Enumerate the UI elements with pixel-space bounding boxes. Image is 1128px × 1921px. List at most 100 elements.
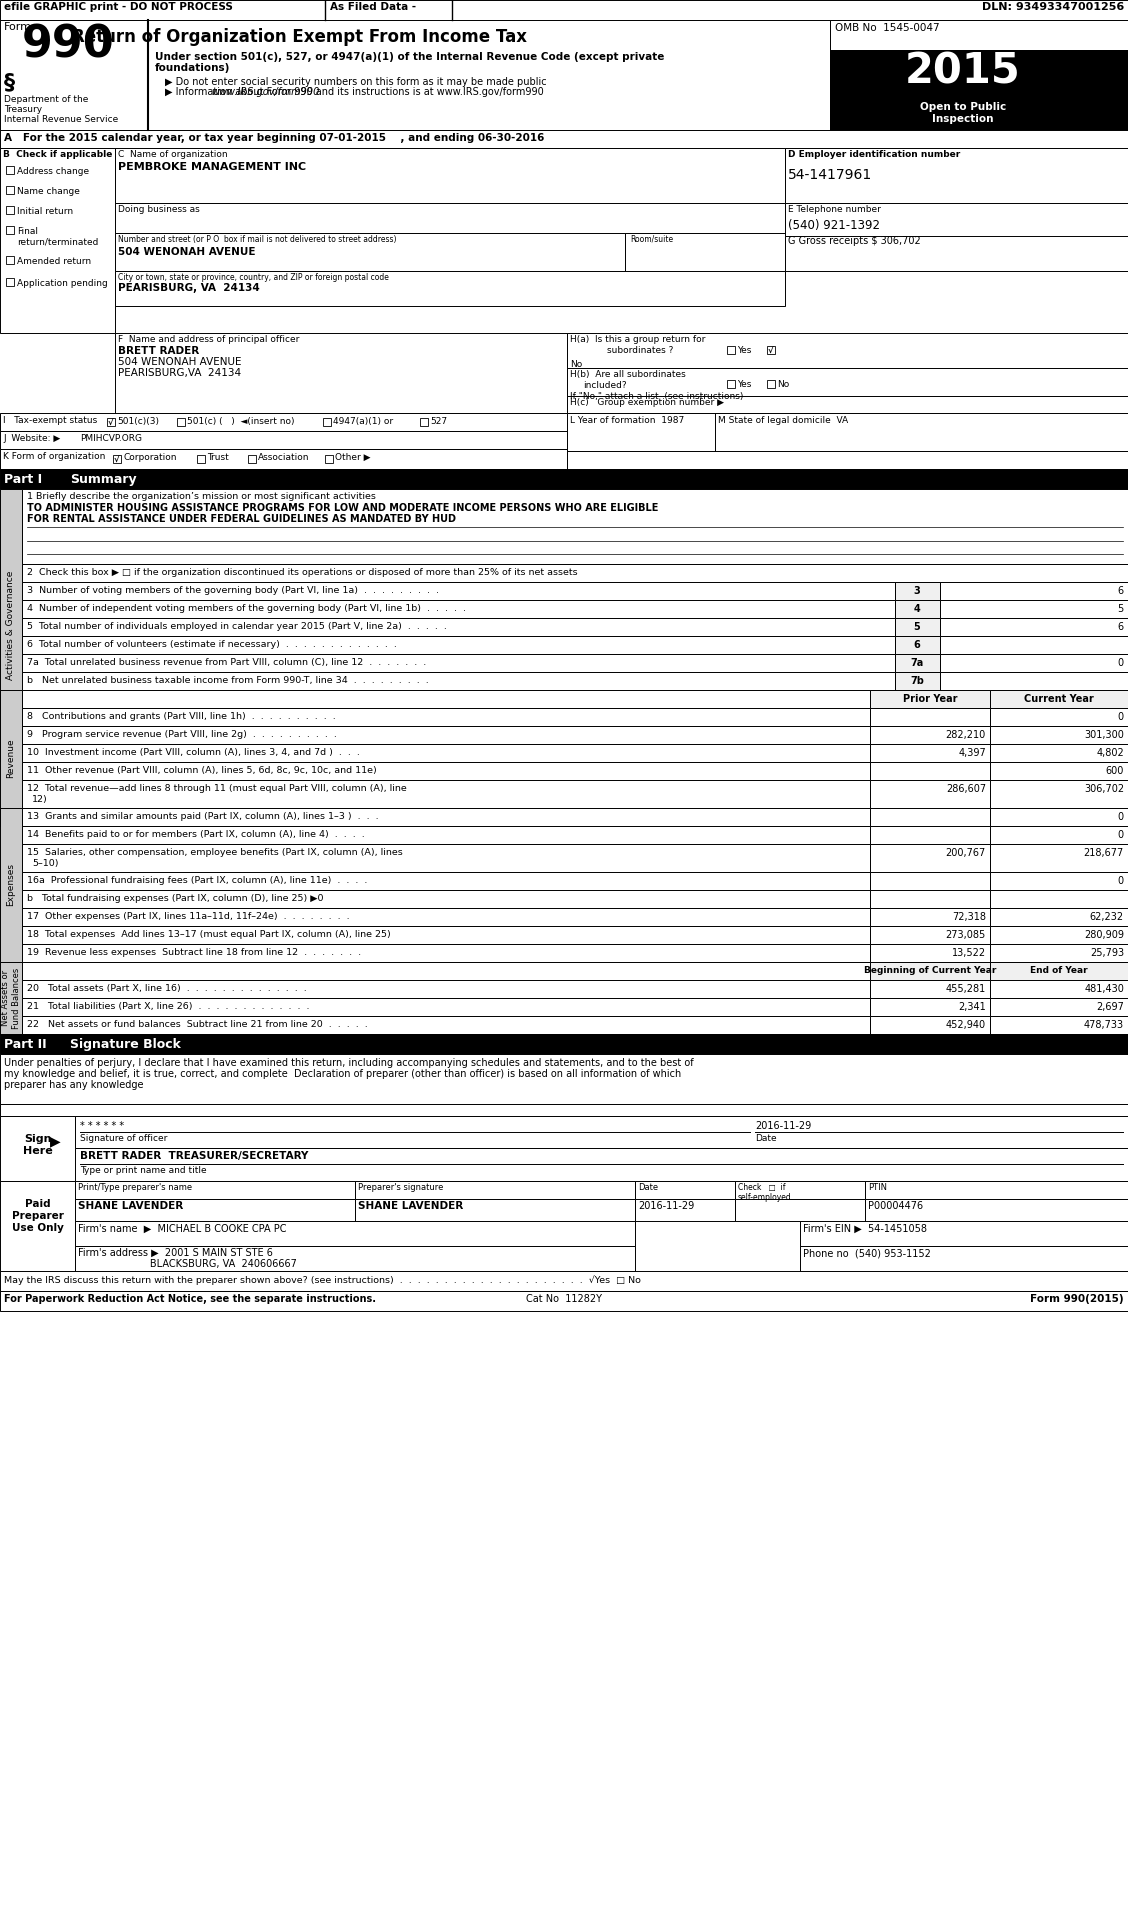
Text: 3  Number of voting members of the governing body (Part VI, line 1a)  .  .  .  .: 3 Number of voting members of the govern… xyxy=(27,586,439,596)
Text: 504 WENONAH AVENUE: 504 WENONAH AVENUE xyxy=(118,248,256,257)
Text: 5: 5 xyxy=(914,622,920,632)
Bar xyxy=(115,332,567,413)
Bar xyxy=(895,653,940,672)
Text: 2016-11-29: 2016-11-29 xyxy=(638,1201,694,1210)
Text: PEARISBURG, VA  24134: PEARISBURG, VA 24134 xyxy=(118,282,259,294)
Bar xyxy=(735,1199,865,1222)
Bar xyxy=(0,1291,1128,1310)
Text: 481,430: 481,430 xyxy=(1084,984,1123,993)
Bar xyxy=(635,1181,735,1199)
Bar xyxy=(6,227,14,234)
Bar xyxy=(0,19,148,131)
Text: Yes: Yes xyxy=(737,380,751,388)
Bar xyxy=(0,430,567,450)
Text: PEARISBURG,VA  24134: PEARISBURG,VA 24134 xyxy=(118,369,241,378)
Text: 25,793: 25,793 xyxy=(1090,947,1123,959)
Bar xyxy=(74,1181,355,1199)
Text: No: No xyxy=(777,380,790,388)
Text: my knowledge and belief, it is true, correct, and complete  Declaration of prepa: my knowledge and belief, it is true, cor… xyxy=(5,1068,681,1080)
Bar xyxy=(0,0,1128,19)
Text: K Form of organization: K Form of organization xyxy=(3,451,105,461)
Text: I   Tax-exempt status: I Tax-exempt status xyxy=(3,417,97,425)
Bar xyxy=(74,1149,1128,1181)
Bar xyxy=(990,980,1128,999)
Bar xyxy=(895,582,940,599)
Text: b   Total fundraising expenses (Part IX, column (D), line 25) ▶0: b Total fundraising expenses (Part IX, c… xyxy=(27,893,324,903)
Bar xyxy=(625,232,785,271)
Bar xyxy=(0,809,23,962)
Bar xyxy=(74,1116,1128,1149)
Bar xyxy=(785,236,1128,271)
Text: Paid
Preparer
Use Only: Paid Preparer Use Only xyxy=(12,1199,64,1233)
Bar xyxy=(940,672,1128,690)
Text: 8   Contributions and grants (Part VIII, line 1h)  .  .  .  .  .  .  .  .  .  .: 8 Contributions and grants (Part VIII, l… xyxy=(27,713,336,720)
Bar xyxy=(728,380,735,388)
Bar xyxy=(567,413,1128,451)
Text: J  Website: ▶: J Website: ▶ xyxy=(3,434,60,444)
Bar xyxy=(728,346,735,353)
Text: PEMBROKE MANAGEMENT INC: PEMBROKE MANAGEMENT INC xyxy=(118,161,306,173)
Bar xyxy=(23,962,870,980)
Text: Form 990(2015): Form 990(2015) xyxy=(1030,1295,1123,1304)
Text: L Year of formation  1987: L Year of formation 1987 xyxy=(570,417,685,425)
Bar xyxy=(197,455,205,463)
Bar xyxy=(895,636,940,653)
Bar xyxy=(325,455,333,463)
Text: ▶ Do not enter social security numbers on this form as it may be made public: ▶ Do not enter social security numbers o… xyxy=(165,77,547,86)
Text: Date: Date xyxy=(638,1183,658,1193)
Bar xyxy=(23,943,870,962)
Text: preparer has any knowledge: preparer has any knowledge xyxy=(5,1080,143,1089)
Bar xyxy=(870,909,990,926)
Bar xyxy=(23,672,895,690)
Text: 2016-11-29: 2016-11-29 xyxy=(755,1122,811,1131)
Bar xyxy=(870,826,990,843)
Text: * * * * * *: * * * * * * xyxy=(80,1122,124,1131)
Bar xyxy=(990,726,1128,743)
Bar xyxy=(990,843,1128,872)
Text: 21   Total liabilities (Part X, line 26)  .  .  .  .  .  .  .  .  .  .  .  .  .: 21 Total liabilities (Part X, line 26) .… xyxy=(27,1003,309,1010)
Bar xyxy=(248,455,256,463)
Text: H(a)  Is this a group return for: H(a) Is this a group return for xyxy=(570,334,705,344)
Text: For Paperwork Reduction Act Notice, see the separate instructions.: For Paperwork Reduction Act Notice, see … xyxy=(5,1295,376,1304)
Bar xyxy=(23,999,870,1016)
Bar xyxy=(0,1116,74,1181)
Text: Summary: Summary xyxy=(70,473,136,486)
Bar xyxy=(0,490,23,761)
Text: 0: 0 xyxy=(1118,876,1123,886)
Text: A   For the 2015 calendar year, or tax year beginning 07-01-2015    , and ending: A For the 2015 calendar year, or tax yea… xyxy=(5,133,545,142)
Bar xyxy=(0,962,23,1033)
Text: 13,522: 13,522 xyxy=(952,947,986,959)
Bar xyxy=(940,619,1128,636)
Bar xyxy=(940,653,1128,672)
Text: Part I: Part I xyxy=(5,473,42,486)
Bar xyxy=(0,1033,1128,1055)
Text: 527: 527 xyxy=(430,417,447,426)
Bar xyxy=(355,1181,635,1199)
Text: 6: 6 xyxy=(1117,622,1123,632)
Text: 7a: 7a xyxy=(910,659,924,669)
Text: 4,397: 4,397 xyxy=(959,747,986,759)
Text: Firm's name  ▶  MICHAEL B COOKE CPA PC: Firm's name ▶ MICHAEL B COOKE CPA PC xyxy=(78,1224,287,1233)
Text: Prior Year: Prior Year xyxy=(902,693,958,703)
Bar xyxy=(0,1181,74,1272)
Text: Department of the: Department of the xyxy=(5,94,88,104)
Bar xyxy=(870,709,990,726)
Bar xyxy=(0,131,1128,148)
Text: 455,281: 455,281 xyxy=(945,984,986,993)
Text: Trust: Trust xyxy=(208,453,229,461)
Bar xyxy=(870,926,990,943)
Bar xyxy=(940,599,1128,619)
Bar xyxy=(940,582,1128,599)
Text: 9   Program service revenue (Part VIII, line 2g)  .  .  .  .  .  .  .  .  .  .: 9 Program service revenue (Part VIII, li… xyxy=(27,730,337,740)
Bar xyxy=(990,826,1128,843)
Bar xyxy=(990,926,1128,943)
Bar xyxy=(767,346,775,353)
Text: www.IRS.gov/form990: www.IRS.gov/form990 xyxy=(211,86,319,96)
Bar xyxy=(567,369,1128,396)
Text: 5: 5 xyxy=(1117,603,1123,615)
Bar xyxy=(990,780,1128,809)
Text: Doing business as: Doing business as xyxy=(118,206,200,213)
Text: E Telephone number: E Telephone number xyxy=(788,206,881,213)
Bar xyxy=(23,582,895,599)
Bar xyxy=(990,909,1128,926)
